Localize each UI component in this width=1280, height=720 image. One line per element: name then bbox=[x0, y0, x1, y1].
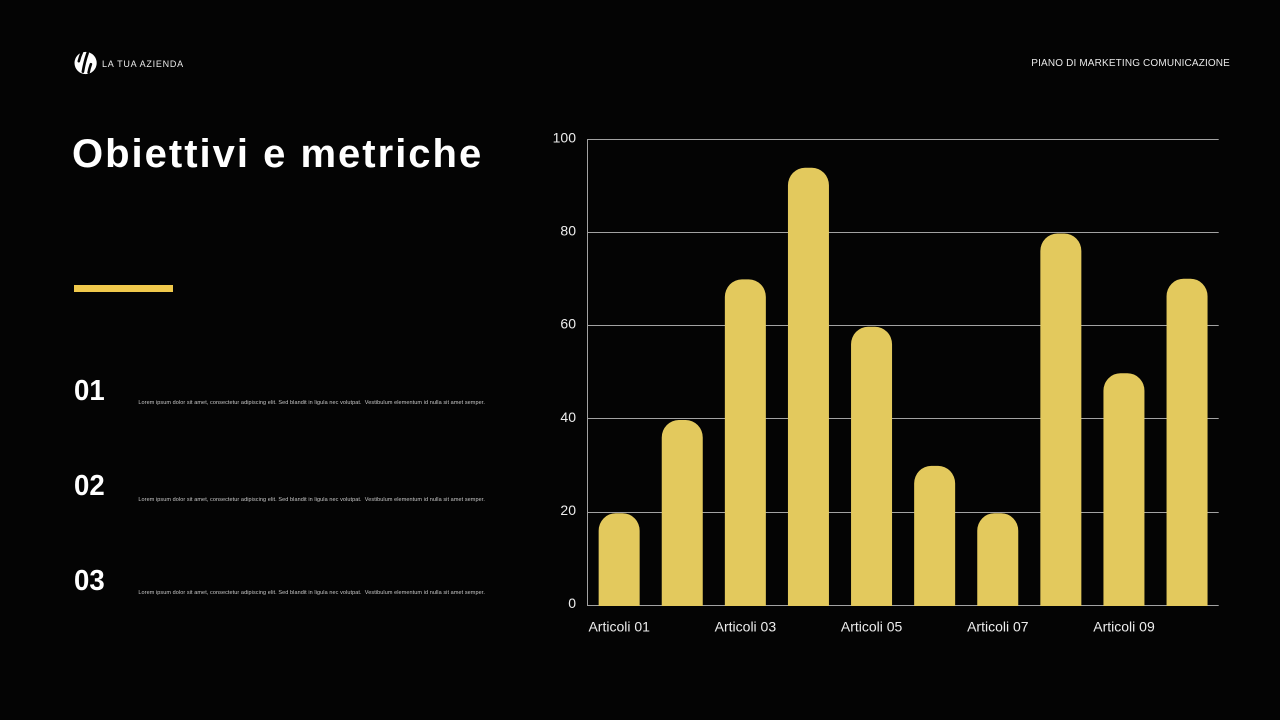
svg-text:80: 80 bbox=[560, 223, 576, 239]
svg-text:Articoli 01: Articoli 01 bbox=[588, 619, 650, 635]
svg-text:Articoli 09: Articoli 09 bbox=[1093, 619, 1155, 635]
svg-text:100: 100 bbox=[553, 129, 577, 145]
svg-text:0: 0 bbox=[568, 595, 576, 611]
svg-text:60: 60 bbox=[560, 316, 576, 332]
svg-text:Articoli 07: Articoli 07 bbox=[967, 619, 1029, 635]
svg-text:Articoli 05: Articoli 05 bbox=[841, 619, 903, 635]
svg-text:Articoli 03: Articoli 03 bbox=[715, 619, 777, 635]
svg-text:40: 40 bbox=[560, 409, 576, 425]
svg-text:20: 20 bbox=[560, 502, 576, 518]
